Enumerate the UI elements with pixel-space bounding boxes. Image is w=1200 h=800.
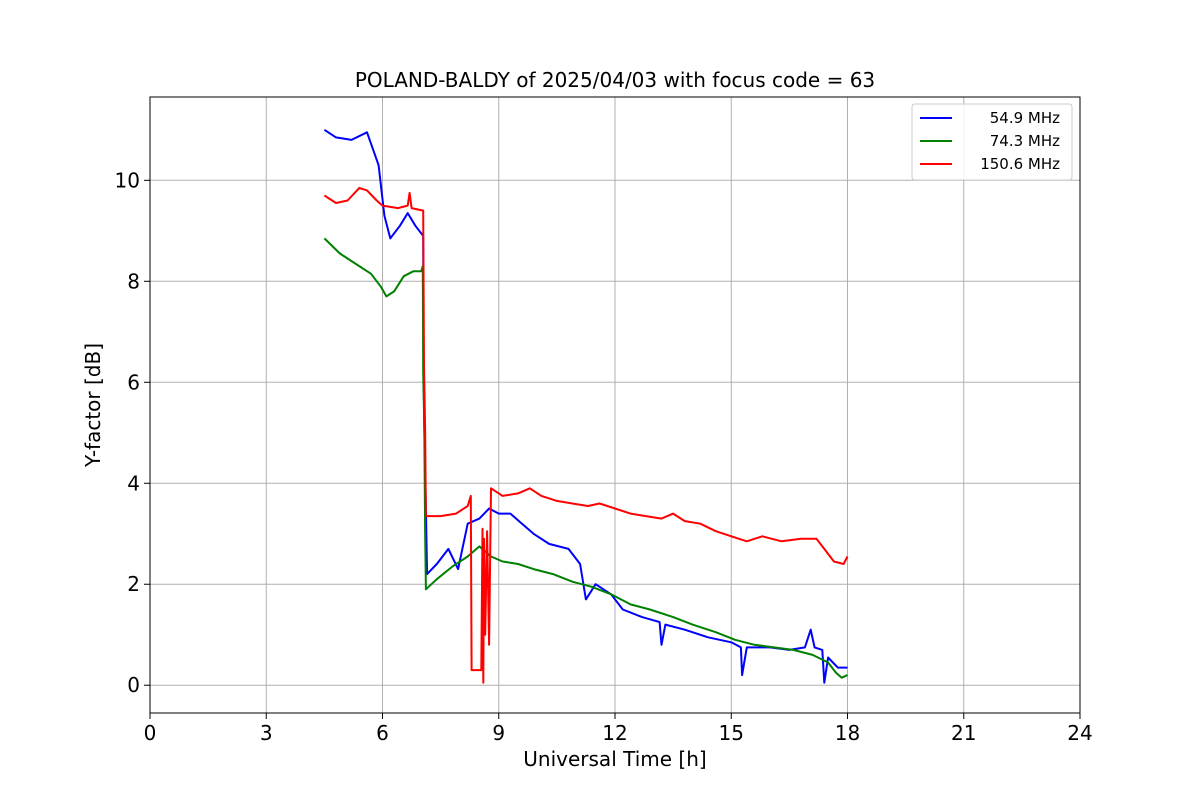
series-layer xyxy=(323,128,849,684)
legend-label: 54.9 MHz xyxy=(990,109,1060,127)
x-tick-label: 9 xyxy=(492,721,505,745)
x-tick-label: 24 xyxy=(1067,721,1092,745)
x-tick-label: 15 xyxy=(719,721,744,745)
x-tick-label: 18 xyxy=(835,721,860,745)
series-line-2 xyxy=(323,186,849,684)
chart-title: POLAND-BALDY of 2025/04/03 with focus co… xyxy=(355,68,875,92)
legend-label: 150.6 MHz xyxy=(980,155,1060,173)
y-tick-label: 4 xyxy=(127,471,140,495)
series-line-1 xyxy=(323,237,848,679)
x-tick-label: 12 xyxy=(602,721,627,745)
x-tick-label: 0 xyxy=(144,721,157,745)
y-tick-label: 2 xyxy=(127,572,140,596)
legend-box xyxy=(911,103,1073,181)
x-axis-label: Universal Time [h] xyxy=(523,747,706,771)
x-tick-label: 3 xyxy=(260,721,273,745)
x-tick-label: 21 xyxy=(951,721,976,745)
y-tick-label: 0 xyxy=(127,673,140,697)
y-tick-label: 6 xyxy=(127,370,140,394)
legend-label: 74.3 MHz xyxy=(990,132,1060,150)
legend: 54.9 MHz 74.3 MHz 150.6 MHz xyxy=(911,103,1073,181)
y-axis-label: Y-factor [dB] xyxy=(81,343,105,468)
y-tick-label: 10 xyxy=(115,168,140,192)
y-tick-label: 8 xyxy=(127,269,140,293)
x-tick-label: 6 xyxy=(376,721,389,745)
